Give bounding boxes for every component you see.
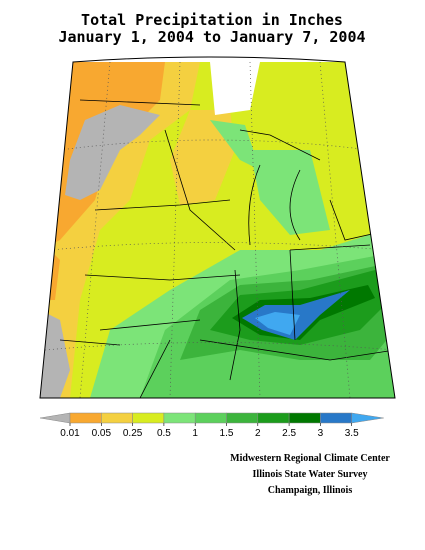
- legend-label: 2.5: [282, 428, 296, 439]
- legend-swatch: [257, 412, 290, 424]
- legend-label: 2: [255, 428, 261, 439]
- legend-label: 3.5: [345, 428, 359, 439]
- legend-label: 0.25: [123, 428, 143, 439]
- title-line: January 1, 2004 to January 7, 2004: [58, 28, 365, 46]
- legend: 0.01 0.05 0.25 0.5 1 1.5 2 2.5 3 3.5: [39, 412, 384, 439]
- legend-label: 0.05: [92, 428, 112, 439]
- legend-label: 1.5: [220, 428, 234, 439]
- title-line: Total Precipitation in Inches: [81, 11, 343, 29]
- legend-swatch: [226, 412, 259, 424]
- legend-swatch: [101, 412, 133, 424]
- legend-swatch: [288, 412, 321, 424]
- legend-swatch: [351, 412, 384, 424]
- map-frame: [39, 56, 396, 399]
- legend-swatch: [320, 412, 352, 424]
- credit: Champaign, Illinois: [268, 485, 353, 496]
- legend-label: 3: [318, 428, 324, 439]
- legend-label: 0.5: [157, 428, 171, 439]
- credit: Illinois State Water Survey: [253, 469, 368, 480]
- credit: Midwestern Regional Climate Center: [230, 453, 390, 464]
- legend-label: 0.01: [60, 428, 80, 439]
- map: [40, 57, 395, 398]
- legend-swatch: [132, 412, 165, 424]
- legend-label: 1: [192, 428, 198, 439]
- legend-swatch: [39, 412, 71, 424]
- legend-swatch: [69, 412, 102, 424]
- legend-swatch: [194, 412, 227, 424]
- legend-swatch: [163, 412, 196, 424]
